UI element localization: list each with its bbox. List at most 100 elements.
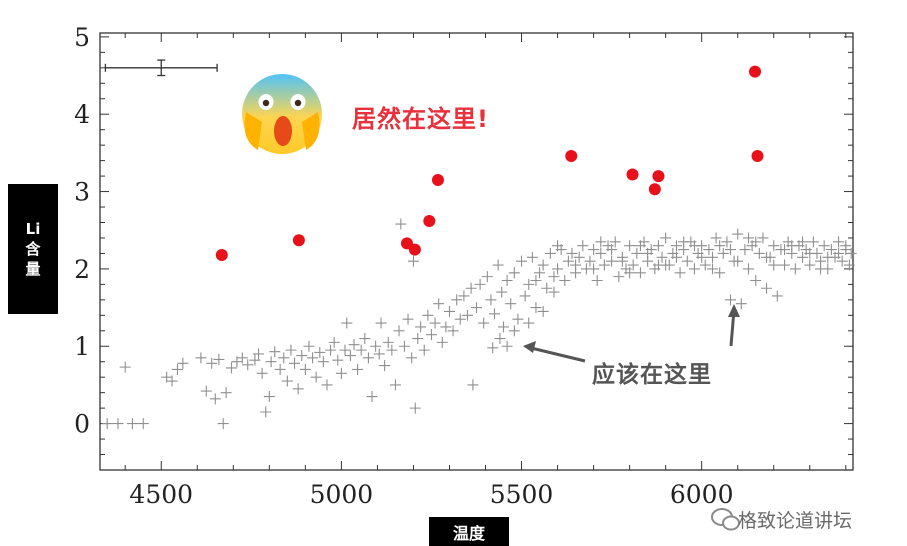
gray-plus-point — [355, 344, 367, 356]
gray-plus-point — [548, 286, 560, 298]
gray-plus-point — [200, 385, 212, 397]
gray-plus-point — [779, 259, 791, 271]
gray-plus-point — [242, 359, 254, 371]
gray-plus-point — [303, 340, 315, 352]
gray-plus-point — [386, 344, 398, 356]
x-axis-label: 温度 — [429, 517, 509, 546]
gray-plus-point — [265, 356, 277, 368]
gray-plus-point — [523, 278, 535, 290]
gray-plus-point — [447, 325, 459, 337]
gray-plus-point — [591, 275, 603, 287]
gray-plus-point — [429, 317, 441, 329]
gray-plus-point — [289, 357, 301, 369]
gray-plus-point — [761, 251, 773, 263]
gray-plus-point — [797, 236, 809, 248]
gray-plus-series — [101, 218, 857, 430]
gray-plus-point — [566, 247, 578, 259]
arrow-left — [526, 345, 586, 363]
gray-plus-point — [433, 298, 445, 310]
axis-tick-labels: 4500 5000 5500 6000 0 1 2 3 4 5 — [74, 23, 733, 509]
gray-plus-point — [616, 255, 628, 267]
gray-plus-point — [534, 267, 546, 279]
gray-plus-point — [584, 255, 596, 267]
arrow-left-head — [523, 341, 536, 353]
gray-plus-point — [494, 333, 506, 345]
gray-plus-point — [485, 294, 497, 306]
gray-plus-point — [598, 259, 610, 271]
gray-plus-point — [489, 308, 501, 320]
gray-plus-point — [418, 344, 430, 356]
gray-plus-point — [606, 244, 618, 256]
gray-plus-point — [739, 244, 751, 256]
gray-plus-point — [678, 236, 690, 248]
gray-plus-point — [366, 391, 378, 403]
gray-plus-point — [206, 357, 218, 369]
gray-plus-point — [627, 259, 639, 271]
gray-plus-point — [530, 275, 542, 287]
gray-plus-point — [660, 232, 672, 244]
gray-plus-point — [714, 267, 726, 279]
annotation-should-be-here-text: 应该在这里 — [592, 362, 712, 388]
gray-plus-point — [750, 275, 762, 287]
gray-plus-point — [296, 350, 308, 362]
gray-plus-point — [624, 267, 636, 279]
gray-plus-point — [508, 267, 520, 279]
gray-plus-point — [278, 352, 290, 364]
gray-plus-point — [642, 247, 654, 259]
gray-plus-point — [166, 375, 178, 387]
y-tick-label: 0 — [74, 410, 90, 439]
emoji-face — [242, 74, 322, 154]
gray-plus-point — [681, 255, 693, 267]
gray-plus-point — [325, 344, 337, 356]
gray-plus-point — [409, 402, 421, 414]
gray-plus-point — [750, 236, 762, 248]
wechat-icon — [711, 508, 740, 531]
gray-plus-point — [474, 278, 486, 290]
red-data-point — [751, 149, 764, 162]
gray-plus-point — [359, 333, 371, 345]
gray-plus-point — [501, 275, 513, 287]
gray-plus-point — [471, 302, 482, 314]
arrow-up-head — [728, 304, 740, 317]
plot-frame — [99, 32, 854, 471]
gray-plus-point — [220, 387, 232, 399]
y-axis-label: Li 含 量 — [8, 184, 58, 314]
gray-plus-point — [789, 263, 801, 275]
gray-plus-point — [652, 259, 664, 271]
gray-plus-point — [406, 352, 418, 364]
gray-plus-point — [519, 290, 531, 302]
gray-plus-point — [721, 236, 733, 248]
gray-plus-point — [274, 363, 286, 375]
gray-plus-point — [348, 339, 360, 351]
gray-plus-point — [670, 251, 682, 263]
gray-plus-point — [768, 240, 780, 252]
gray-plus-point — [299, 363, 311, 375]
gray-plus-point — [481, 271, 493, 283]
red-data-point — [749, 65, 762, 78]
gray-plus-point — [725, 294, 737, 306]
gray-plus-point — [588, 244, 600, 256]
gray-plus-point — [807, 236, 819, 248]
gray-plus-point — [818, 240, 830, 252]
gray-plus-point — [753, 247, 765, 259]
gray-plus-point — [269, 346, 281, 358]
x-tick-label: 4500 — [129, 480, 193, 509]
y-tick-label: 3 — [74, 178, 90, 207]
gray-plus-point — [217, 418, 229, 430]
emoji-hand-left — [244, 112, 262, 150]
gray-plus-point — [688, 240, 700, 252]
gray-plus-point — [505, 298, 517, 310]
gray-plus-point — [407, 255, 419, 267]
gray-plus-point — [317, 356, 329, 368]
gray-plus-point — [292, 383, 304, 395]
x-tick-label: 5000 — [310, 480, 374, 509]
gray-plus-point — [786, 240, 798, 252]
emoji-pupil-left — [262, 99, 270, 107]
gray-plus-point — [804, 259, 816, 271]
gray-plus-point — [487, 342, 499, 354]
gray-plus-point — [101, 418, 113, 430]
gray-plus-point — [537, 259, 549, 271]
gray-plus-point — [177, 357, 189, 369]
gray-plus-point — [213, 353, 225, 365]
gray-plus-point — [425, 329, 437, 341]
